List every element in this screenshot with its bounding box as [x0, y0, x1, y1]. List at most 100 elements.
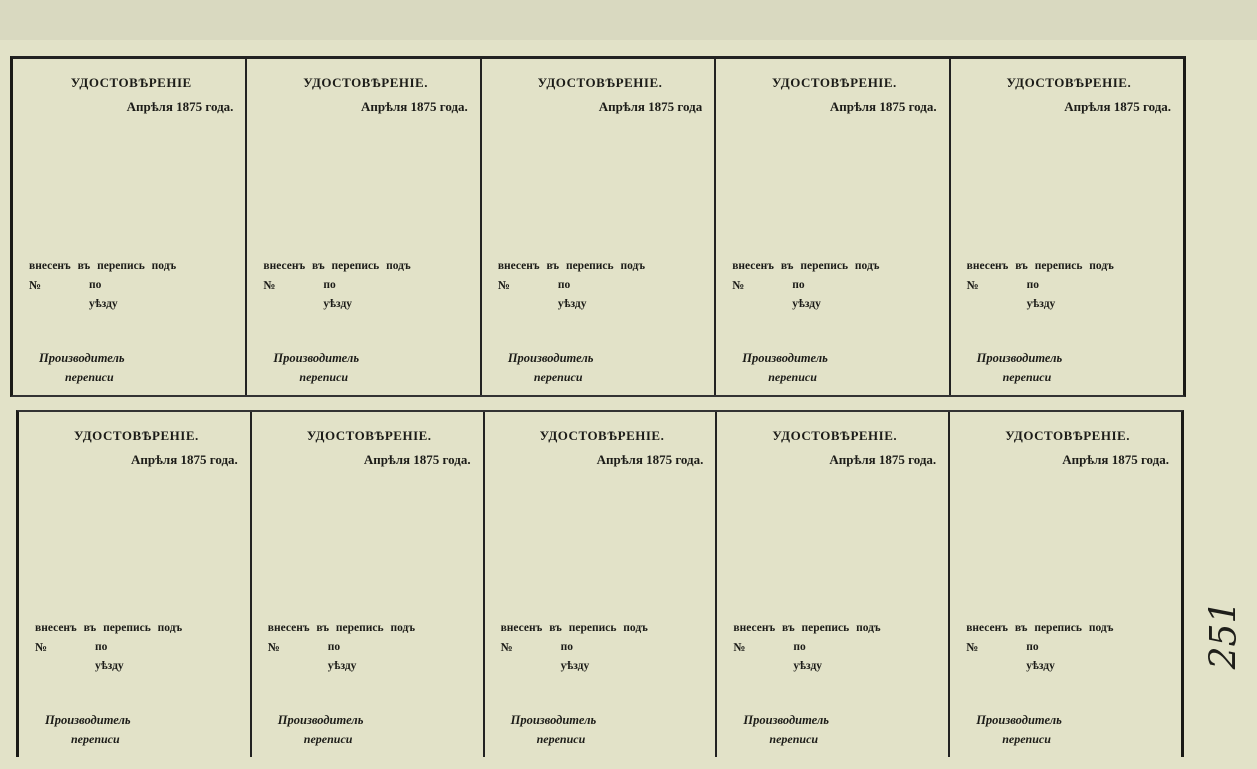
number-label: № — [29, 278, 42, 292]
entered-census-text: внесенъ въ перепись подъ — [966, 260, 1114, 272]
entered-census-text: внесенъ въ перепись подъ — [733, 622, 881, 634]
certificate-title: УДОСТОВѢРЕНІЕ. — [1006, 75, 1132, 90]
number-line: № по — [732, 278, 936, 293]
certificate-date: Апрѣля 1875 года — [598, 99, 703, 114]
certificate-date: Апрѣля 1875 года. — [1062, 452, 1169, 467]
producer-label: Производитель — [743, 713, 830, 727]
certificate-cell: УДОСТОВѢРЕНІЕ. Апрѣля 1875 года. внесенъ… — [950, 412, 1181, 757]
po-label: по — [1026, 641, 1039, 653]
blank-space — [501, 468, 704, 621]
uezd-label: уѣзду — [95, 660, 124, 672]
certificate-cell: УДОСТОВѢРЕНІЕ. Апрѣля 1875 года. внесенъ… — [485, 412, 718, 757]
blank-space — [35, 468, 238, 621]
certificate-cell: УДОСТОВѢРЕНІЕ. Апрѣля 1875 года. внесенъ… — [717, 412, 951, 757]
blank-space — [967, 115, 1171, 259]
entered-census-text: внесенъ въ перепись подъ — [966, 622, 1114, 634]
number-line: № по — [966, 640, 1169, 655]
uezd-label: уѣзду — [89, 298, 118, 310]
certificate-title: УДОСТОВѢРЕНІЕ. — [772, 428, 898, 443]
producer-label: Производитель — [39, 351, 125, 365]
blank-gap — [732, 312, 936, 350]
blank-gap — [263, 312, 467, 350]
uezd-label: уѣзду — [327, 660, 357, 672]
uezd-label: уѣзду — [793, 660, 823, 672]
blank-gap — [967, 312, 1171, 350]
handwritten-page-number: 251 — [1203, 600, 1245, 670]
producer-label: Производитель — [976, 351, 1063, 365]
producer-label: Производитель — [277, 713, 364, 727]
page-top-edge — [0, 0, 1257, 40]
blank-space — [268, 468, 471, 621]
blank-gap — [498, 312, 702, 350]
uezd-label: уѣзду — [323, 298, 353, 310]
entered-census-text: внесенъ въ перепись подъ — [263, 260, 411, 272]
uezd-label: уѣзду — [560, 660, 590, 672]
blank-gap — [501, 674, 704, 712]
census-label: переписи — [65, 370, 114, 384]
po-label: по — [792, 279, 805, 291]
number-label: № — [497, 278, 510, 292]
certificate-date: Апрѣля 1875 года. — [363, 452, 471, 467]
number-line: № по — [501, 640, 704, 655]
producer-label: Производитель — [273, 351, 360, 365]
certificate-title: УДОСТОВѢРЕНІЕ. — [303, 75, 428, 90]
certificate-cell: УДОСТОВѢРЕНІЕ Апрѣля 1875 года. внесенъ … — [13, 59, 248, 395]
po-label: по — [89, 279, 102, 291]
certificate-date: Апрѣля 1875 года. — [829, 99, 937, 114]
certificate-title: УДОСТОВѢРЕНІЕ. — [537, 75, 663, 90]
blank-space — [732, 115, 936, 259]
number-label: № — [966, 640, 979, 654]
certificate-title: УДОСТОВѢРЕНІЕ — [70, 75, 192, 90]
certificate-cell: УДОСТОВѢРЕНІЕ. Апрѣля 1875 года. внесенъ… — [19, 412, 252, 757]
po-label: по — [327, 641, 341, 653]
po-label: по — [323, 279, 336, 291]
certificate-title: УДОСТОВѢРЕНІЕ. — [539, 428, 665, 443]
census-label: переписи — [1002, 370, 1052, 384]
number-label: № — [732, 278, 745, 292]
number-line: № по — [498, 278, 702, 293]
certificate-date: Апрѣля 1875 года. — [596, 452, 704, 467]
producer-label: Производитель — [510, 713, 597, 727]
certificate-date: Апрѣля 1875 года. — [829, 452, 937, 467]
number-label: № — [263, 278, 276, 292]
certificate-date: Апрѣля 1875 года. — [131, 452, 238, 467]
number-label: № — [500, 640, 513, 654]
number-label: № — [966, 278, 979, 292]
blank-space — [498, 115, 702, 259]
certificate-title: УДОСТОВѢРЕНІЕ. — [306, 428, 432, 443]
number-label: № — [733, 640, 746, 654]
entered-census-text: внесенъ въ перепись подъ — [29, 260, 177, 272]
uezd-label: уѣзду — [557, 298, 587, 310]
number-label: № — [267, 640, 280, 654]
uezd-label: уѣзду — [1026, 660, 1055, 672]
blank-space — [966, 468, 1169, 621]
number-line: № по — [263, 278, 467, 293]
census-label: переписи — [768, 370, 817, 384]
census-label: переписи — [1002, 732, 1051, 746]
blank-gap — [35, 674, 238, 712]
certificate-cell: УДОСТОВѢРЕНІЕ. Апрѣля 1875 года внесенъ … — [482, 59, 717, 395]
number-label: № — [35, 640, 48, 654]
number-line: № по — [268, 640, 471, 655]
po-label: по — [557, 279, 571, 291]
census-label: переписи — [769, 732, 819, 746]
certificate-date: Апрѣля 1875 года. — [126, 99, 234, 114]
census-label: переписи — [536, 732, 586, 746]
number-line: № по — [29, 278, 233, 293]
entered-census-text: внесенъ въ перепись подъ — [732, 260, 880, 272]
census-label: переписи — [71, 732, 120, 746]
number-line: № по — [733, 640, 936, 655]
certificate-row-top: УДОСТОВѢРЕНІЕ Апрѣля 1875 года. внесенъ … — [10, 56, 1186, 397]
certificate-cell: УДОСТОВѢРЕНІЕ. Апрѣля 1875 года. внесенъ… — [252, 412, 485, 757]
certificate-date: Апрѣля 1875 года. — [361, 99, 468, 114]
census-label: переписи — [533, 370, 583, 384]
entered-census-text: внесенъ въ перепись подъ — [267, 622, 416, 634]
entered-census-text: внесенъ въ перепись подъ — [497, 260, 646, 272]
number-line: № по — [967, 278, 1171, 293]
certificate-cell: УДОСТОВѢРЕНІЕ. Апрѣля 1875 года. внесенъ… — [951, 59, 1183, 395]
blank-gap — [29, 312, 233, 350]
certificate-cell: УДОСТОВѢРЕНІЕ. Апрѣля 1875 года. внесенъ… — [247, 59, 482, 395]
producer-label: Производитель — [45, 713, 131, 727]
number-line: № по — [35, 640, 238, 655]
po-label: по — [1026, 279, 1040, 291]
